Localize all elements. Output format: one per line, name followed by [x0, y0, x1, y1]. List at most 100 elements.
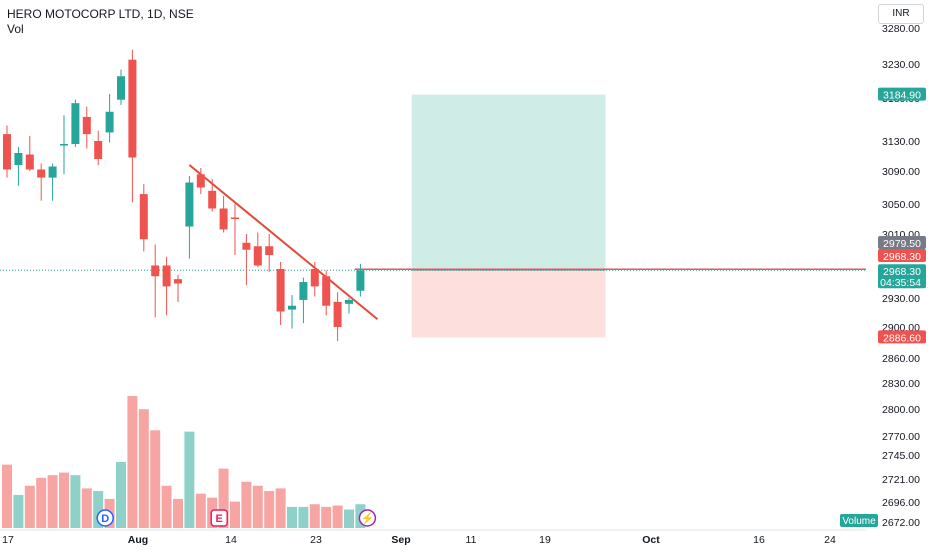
time-tick-label: Oct: [642, 534, 660, 546]
candle-body[interactable]: [128, 59, 137, 158]
candle-body[interactable]: [288, 305, 296, 310]
candle-body[interactable]: [94, 141, 103, 159]
volume-bar: [252, 485, 263, 528]
volume-bar: [13, 495, 24, 528]
candle-body[interactable]: [356, 270, 365, 291]
previous-close-label-bg: [878, 236, 926, 249]
time-tick-label: 24: [824, 534, 836, 546]
candle-body[interactable]: [105, 111, 114, 133]
candle-body[interactable]: [333, 301, 342, 327]
candle-body[interactable]: [174, 279, 182, 284]
time-tick-label: 14: [225, 534, 237, 546]
volume-bar: [127, 396, 138, 528]
stop-price-label: 2886.60: [883, 332, 921, 344]
volume-bar: [2, 464, 12, 528]
volume-bar: [218, 468, 229, 528]
volume-study-label[interactable]: Vol: [7, 22, 24, 36]
volume-bar: [81, 488, 92, 528]
price-tick-label: 2800.00: [882, 404, 920, 416]
price-tick-label: 3230.00: [882, 59, 920, 71]
volume-bar: [287, 506, 297, 528]
volume-bar: [93, 491, 104, 528]
current-price-label-countdown: 04:35:54: [880, 277, 921, 289]
candle-body[interactable]: [185, 182, 194, 227]
candle-body[interactable]: [299, 282, 308, 300]
split-event-letter: ⚡: [361, 512, 375, 525]
volume-bar: [344, 509, 354, 528]
candle-body[interactable]: [14, 153, 23, 165]
earnings-event-icon[interactable]: [210, 509, 228, 527]
entry-price-label: 2968.30: [883, 251, 921, 263]
candle-body[interactable]: [219, 208, 228, 230]
candle-body[interactable]: [25, 154, 34, 170]
candle-body[interactable]: [151, 265, 160, 277]
volume-bar: [275, 488, 286, 528]
stop-price-label-bg: [878, 330, 926, 344]
volume-bar: [321, 506, 332, 528]
earnings-event-letter: E: [216, 513, 223, 525]
split-event-icon[interactable]: [358, 509, 377, 527]
volume-bar: [298, 506, 309, 528]
candle-body[interactable]: [276, 269, 285, 312]
currency-button[interactable]: INR: [878, 4, 924, 24]
stop-zone[interactable]: [411, 270, 606, 338]
candle-body[interactable]: [310, 269, 319, 287]
volume-bar: [161, 485, 172, 528]
current-price-label-bg: [878, 264, 926, 289]
time-tick-label: 17: [2, 534, 14, 546]
price-tick-label: 2770.00: [882, 431, 920, 443]
dividend-event-letter: D: [101, 513, 109, 525]
volume-bar: [264, 491, 275, 528]
candle-body[interactable]: [253, 246, 262, 266]
candle-body[interactable]: [71, 103, 80, 144]
volume-bar: [138, 409, 149, 528]
candle-body[interactable]: [60, 144, 68, 146]
volume-bar: [116, 462, 126, 528]
chart-title: HERO MOTOCORP LTD, 1D, NSE: [7, 7, 194, 21]
price-tick-label: 2830.00: [882, 378, 920, 390]
candle-body[interactable]: [37, 169, 46, 178]
volume-bar: [230, 501, 240, 528]
candle-body[interactable]: [265, 246, 274, 255]
target-price-label: 3184.90: [883, 90, 921, 102]
candle-body[interactable]: [162, 265, 171, 287]
target-zone[interactable]: [411, 94, 606, 271]
candle-body[interactable]: [3, 134, 11, 170]
price-tick-label: 2721.00: [882, 474, 920, 486]
candle-body[interactable]: [117, 76, 125, 100]
price-tick-label: 3090.00: [882, 166, 920, 178]
current-price-label: 2968.30: [883, 266, 921, 278]
time-tick-label: Aug: [128, 534, 148, 546]
volume-bar: [309, 504, 320, 528]
candle-body[interactable]: [345, 299, 353, 304]
candle-body[interactable]: [82, 116, 91, 135]
price-tick-label: 2930.00: [882, 293, 920, 305]
candle-body[interactable]: [139, 194, 148, 240]
trendline[interactable]: [188, 164, 379, 321]
price-tick-label: 2860.00: [882, 353, 920, 365]
price-tick-label: 2745.00: [882, 450, 920, 462]
legend: HERO MOTOCORP LTD, 1D, NSE Vol: [7, 7, 194, 37]
volume-badge: Volume: [842, 516, 876, 527]
volume-bar: [150, 430, 161, 528]
time-tick-label: 11: [466, 534, 477, 546]
candle-body[interactable]: [231, 217, 239, 220]
time-tick-label: Sep: [391, 534, 410, 546]
time-tick-label: 19: [539, 534, 551, 546]
candle-body[interactable]: [242, 242, 251, 250]
entry-price-label-bg: [878, 249, 926, 262]
dividend-event-icon[interactable]: [96, 509, 114, 527]
volume-bar: [24, 485, 35, 528]
candle-body[interactable]: [196, 174, 205, 188]
volume-badge-bg: [840, 514, 878, 527]
candle-body[interactable]: [208, 190, 217, 209]
volume-bar: [195, 493, 206, 528]
volume-bar: [241, 481, 252, 528]
candle-body[interactable]: [48, 166, 57, 178]
volume-bar: [36, 477, 47, 528]
candle-body[interactable]: [322, 276, 331, 306]
volume-bar: [59, 472, 69, 528]
volume-bar: [184, 431, 195, 528]
